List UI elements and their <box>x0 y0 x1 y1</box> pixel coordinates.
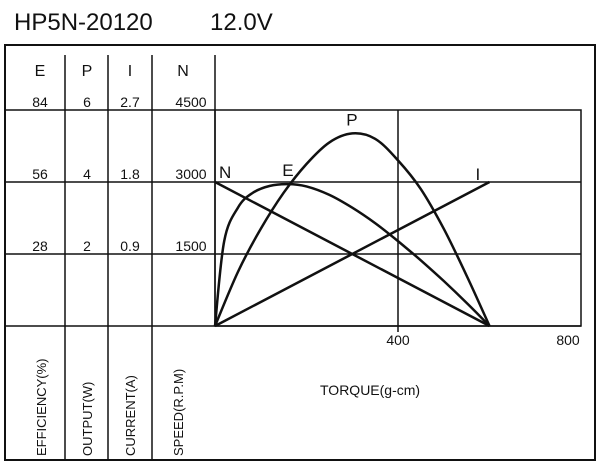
output-column-head: P <box>82 63 93 80</box>
curve-label-layer: N E P I <box>219 110 480 184</box>
y-tick-label-e: 56 <box>32 166 48 182</box>
voltage-title: 12.0V <box>210 9 273 36</box>
model-title: HP5N-20120 <box>14 9 153 36</box>
x-tick-label: 800 <box>556 332 580 348</box>
current-axis-label: CURRENT(A) <box>123 375 138 456</box>
y-tick-label-n: 3000 <box>175 166 206 182</box>
y-tick-label-i: 1.8 <box>120 166 140 182</box>
grid-layer <box>5 109 581 332</box>
speed-column-head: N <box>177 63 189 80</box>
y-tick-label-e: 84 <box>32 94 48 110</box>
y-tick-label-e: 28 <box>32 238 48 254</box>
current-column-head: I <box>128 63 132 80</box>
y-tick-label-i: 2.7 <box>120 94 140 110</box>
y-tick-label-p: 6 <box>83 94 91 110</box>
y-tick-label-n: 4500 <box>175 94 206 110</box>
tick-layer: 84 56 28 6 4 2 2.7 1.8 0.9 4500 3000 1500 400 800 <box>32 94 580 348</box>
series-line-p <box>213 132 491 327</box>
efficiency-axis-label: EFFICIENCY(%) <box>34 359 49 457</box>
curve-label-e: E <box>282 161 293 180</box>
series-line-i <box>214 180 491 328</box>
efficiency-column-head: E <box>35 63 46 80</box>
y-tick-label-n: 1500 <box>175 238 206 254</box>
chart-frame <box>4 44 596 461</box>
y-tick-label-i: 0.9 <box>120 238 140 254</box>
x-axis-label: TORQUE(g-cm) <box>320 382 420 398</box>
curve-label-i: I <box>476 165 481 184</box>
y-tick-label-p: 2 <box>83 238 91 254</box>
y-tick-label-p: 4 <box>83 166 91 182</box>
series-line-e <box>213 182 491 327</box>
speed-axis-label: SPEED(R.P.M) <box>171 369 186 456</box>
output-axis-label: OUTPUT(W) <box>80 382 95 456</box>
x-tick-label: 400 <box>386 332 410 348</box>
curve-label-p: P <box>346 110 357 129</box>
curve-label-n: N <box>219 163 231 182</box>
series-layer <box>213 132 491 328</box>
